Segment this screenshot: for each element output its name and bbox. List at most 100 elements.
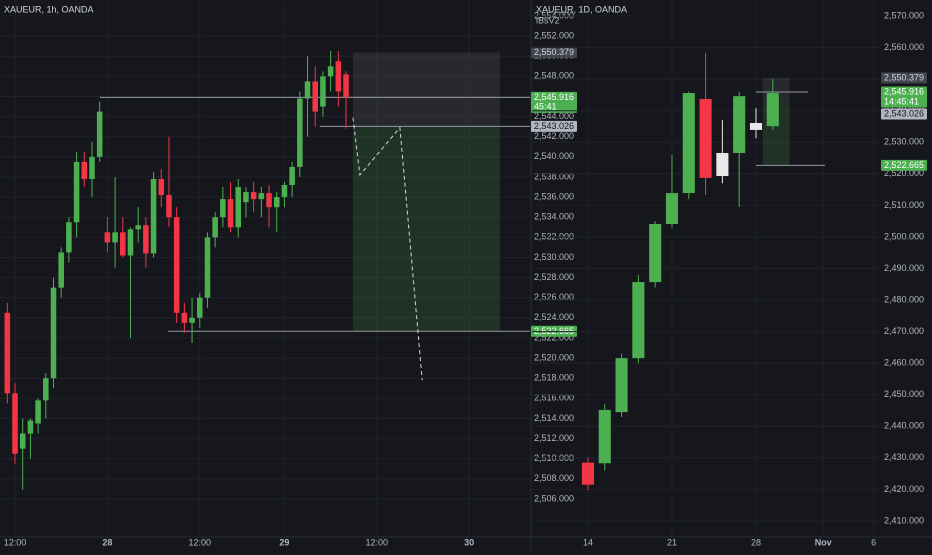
price-label: 2,543.026 xyxy=(534,121,574,131)
y-tick-label: 2,544.000 xyxy=(534,111,574,121)
price-label-bg xyxy=(881,72,927,84)
candle-body xyxy=(66,222,72,253)
y-tick-label: 2,538.000 xyxy=(534,171,574,181)
candle-body xyxy=(158,179,165,196)
y-tick-label: 2,552.000 xyxy=(534,30,574,40)
stop-zone xyxy=(352,52,500,127)
price-label-bg xyxy=(531,46,577,58)
y-tick-label: 2,518.000 xyxy=(534,373,574,383)
y-tick-label: 2,516.000 xyxy=(534,393,574,403)
candle-body xyxy=(89,156,95,179)
candle-body xyxy=(304,81,311,99)
y-tick-label: 2,536.000 xyxy=(534,191,574,201)
x-tick-label: 28 xyxy=(102,537,112,547)
y-tick-label: 2,520.000 xyxy=(884,168,924,178)
x-tick-label: 21 xyxy=(667,537,677,547)
candle-body xyxy=(273,197,280,208)
candle-body xyxy=(281,185,288,198)
candle-body xyxy=(733,96,746,153)
price-label-bg xyxy=(881,86,927,108)
chart-subtitle: iBsV2 xyxy=(536,15,560,25)
y-tick-label: 2,528.000 xyxy=(534,272,574,282)
candle-body xyxy=(632,282,645,359)
candle-body xyxy=(43,378,49,401)
candle-body xyxy=(598,409,611,464)
candle-body xyxy=(166,195,172,218)
x-tick-label: 14 xyxy=(583,537,593,547)
plot xyxy=(532,0,880,537)
y-tick-label: 2,570.000 xyxy=(884,10,924,20)
y-tick-label: 2,470.000 xyxy=(884,326,924,336)
y-tick-label: 2,420.000 xyxy=(884,484,924,494)
y-tick-label: 2,410.000 xyxy=(884,515,924,525)
candle-body xyxy=(58,252,64,288)
price-label: 2,545.916 xyxy=(534,92,574,102)
candle-body xyxy=(235,187,242,228)
projection-path xyxy=(352,117,423,381)
candle-body xyxy=(196,297,203,318)
candle-body xyxy=(73,161,80,223)
candle-body xyxy=(35,400,41,424)
candle-body xyxy=(682,93,695,194)
y-tick-label: 2,554.000 xyxy=(534,10,574,20)
y-tick-label: 2,460.000 xyxy=(884,358,924,368)
y-tick-label: 2,534.000 xyxy=(534,212,574,222)
candle-body xyxy=(220,199,226,218)
candle-body xyxy=(212,217,218,238)
y-tick-label: 2,530.000 xyxy=(534,252,574,262)
candle-body xyxy=(27,420,34,434)
candle-body xyxy=(581,462,595,485)
candle-body xyxy=(4,312,11,394)
candle-body xyxy=(289,166,295,186)
candle-body xyxy=(312,81,318,112)
candle-body xyxy=(143,225,149,254)
candle-body xyxy=(227,199,234,228)
y-tick-label: 2,510.000 xyxy=(884,200,924,210)
candle-body xyxy=(699,99,712,178)
y-tick-label: 2,512.000 xyxy=(534,433,574,443)
x-tick-label: 12:00 xyxy=(188,537,211,547)
candle-body xyxy=(173,217,180,313)
y-tick-label: 2,548.000 xyxy=(534,71,574,81)
y-tick-label: 2,520.000 xyxy=(534,352,574,362)
y-tick-label: 2,500.000 xyxy=(884,231,924,241)
candle-body xyxy=(120,232,126,256)
y-tick-label: 2,526.000 xyxy=(534,292,574,302)
price-label-bg xyxy=(881,159,927,171)
target-zone xyxy=(352,126,500,332)
price-label: 2,522.665 xyxy=(884,160,924,170)
candle-body xyxy=(266,193,272,208)
x-tick-label: 28 xyxy=(751,537,761,547)
candle-body xyxy=(297,98,303,167)
candle-body xyxy=(615,358,628,413)
candle-body xyxy=(649,223,662,283)
candle-body xyxy=(749,122,763,130)
plot xyxy=(0,0,530,537)
price-countdown: 14:45:41 xyxy=(884,96,919,106)
candle-body xyxy=(258,193,265,200)
candle-body xyxy=(181,312,188,323)
candle-body xyxy=(766,93,779,127)
x-tick-label: 12:00 xyxy=(366,537,389,547)
price-label: 2,543.026 xyxy=(884,109,924,119)
price-countdown: 45:41 xyxy=(534,102,557,112)
y-tick-label: 2,506.000 xyxy=(534,493,574,503)
candle-body xyxy=(327,66,334,77)
candle-body xyxy=(112,232,118,243)
candle-body xyxy=(50,287,57,379)
candle-body xyxy=(204,237,211,298)
y-tick-label: 2,490.000 xyxy=(884,263,924,273)
y-tick-label: 2,522.000 xyxy=(534,332,574,342)
y-tick-label: 2,560.000 xyxy=(884,42,924,52)
y-tick-label: 2,524.000 xyxy=(534,312,574,322)
price-label-bg xyxy=(881,108,927,120)
candle-body xyxy=(135,225,141,230)
price-label: 2,522.665 xyxy=(534,326,574,336)
candle-body xyxy=(665,193,679,224)
x-tick-label: 12:00 xyxy=(4,537,27,547)
y-tick-label: 2,540.000 xyxy=(534,151,574,161)
y-tick-label: 2,480.000 xyxy=(884,294,924,304)
candle-body xyxy=(716,152,729,177)
candle-body xyxy=(104,232,111,243)
price-label-bg xyxy=(531,120,577,132)
